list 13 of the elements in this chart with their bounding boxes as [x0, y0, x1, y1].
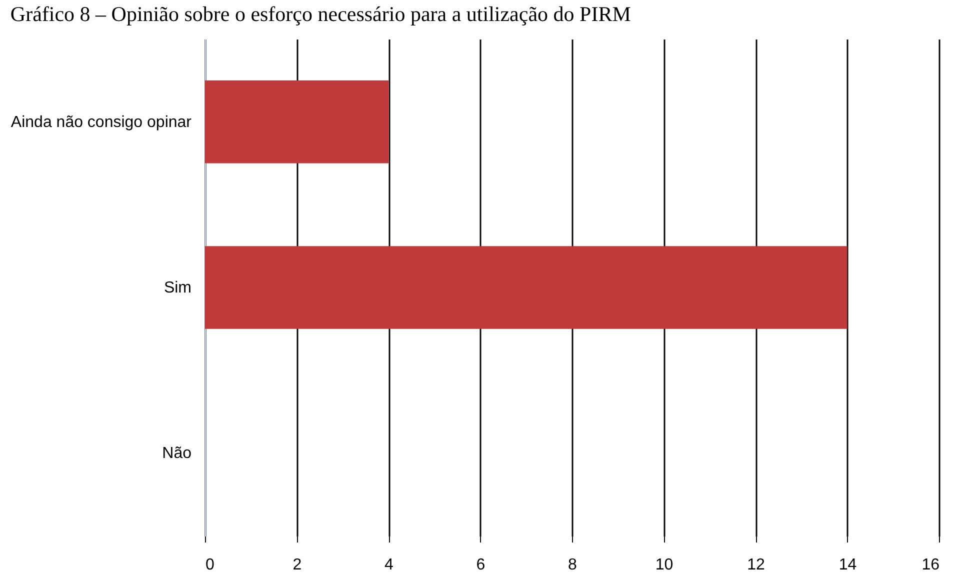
chart-title: Gráfico 8 – Opinião sobre o esforço necessário para a utilização do PIRM: [10, 2, 632, 26]
x-tick-label: 14: [838, 556, 857, 574]
x-tick-label: 6: [476, 556, 486, 574]
x-tick-label: 4: [384, 556, 394, 574]
x-tick-label: 0: [206, 556, 214, 574]
x-tick-label: 12: [747, 556, 765, 574]
x-tick-label: 16: [922, 556, 940, 574]
y-tick-label: Não: [162, 445, 192, 462]
x-tick-label: 10: [655, 556, 674, 574]
x-tick-label: 8: [568, 556, 578, 574]
y-tick-label: Ainda não consigo opinar: [10, 114, 192, 131]
x-tick-label: 2: [292, 556, 302, 574]
y-tick-label: Sim: [164, 280, 192, 296]
